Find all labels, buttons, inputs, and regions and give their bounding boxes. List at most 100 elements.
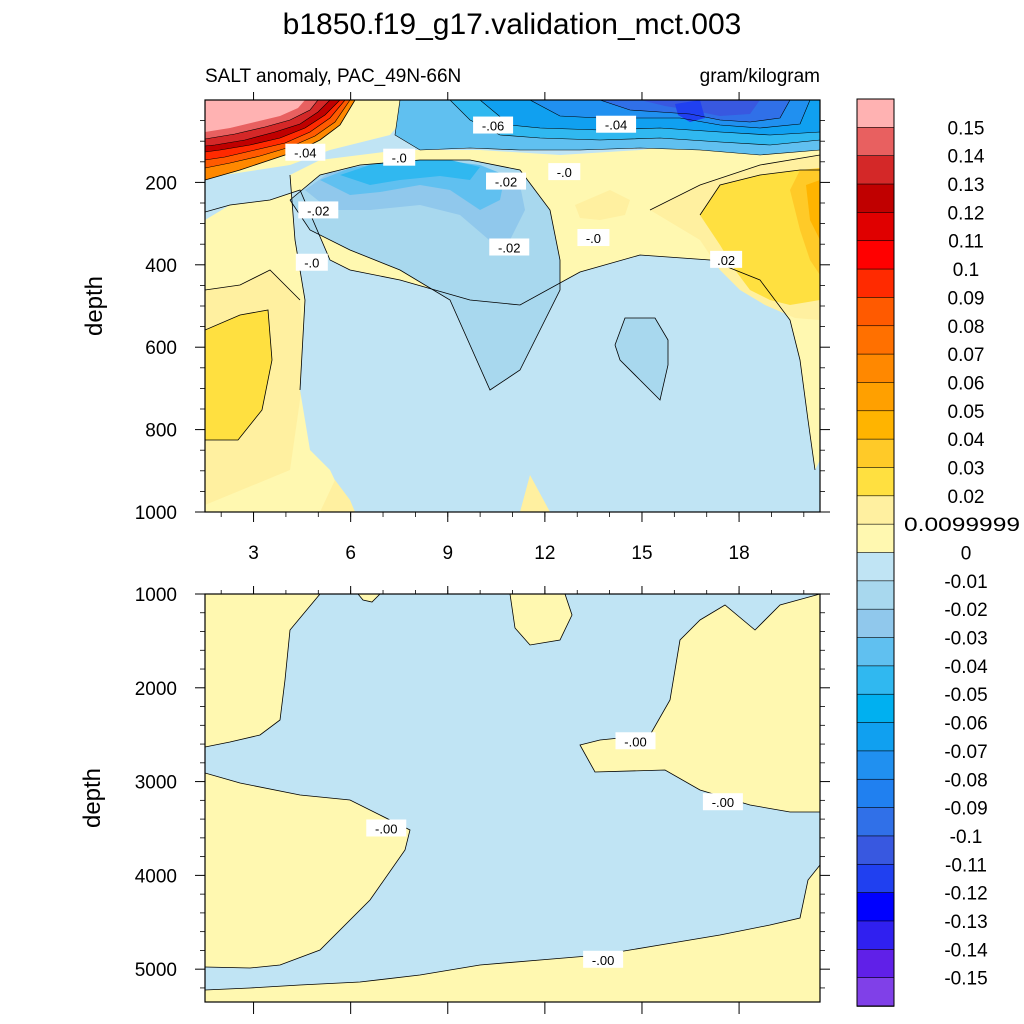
upper-ytick-label: 400	[145, 256, 177, 277]
lower-ytick-label: 5000	[135, 960, 177, 981]
colorbar-label: 0.13	[948, 175, 985, 196]
colorbar-swatch	[856, 835, 895, 866]
lower-ytick-label: 3000	[135, 773, 177, 794]
colorbar-label: -0.04	[944, 657, 988, 678]
colorbar-frame	[856, 98, 895, 1007]
region-bottom	[205, 865, 820, 1002]
colorbar-label: 0.02	[948, 487, 985, 508]
contour-label: -.04	[605, 118, 627, 133]
upper-xtick-label: 15	[631, 543, 652, 564]
panel-subtitle-left: SALT anomaly, PAC_49N-66N	[205, 66, 461, 87]
colorbar-swatch	[856, 750, 895, 781]
colorbar-label: -0.1	[950, 827, 983, 848]
colorbar-swatch	[856, 863, 895, 894]
colorbar: 0.15 0.14 0.13 0.12 0.11 0.1 0.09 0.08 0.07 0.06 0…	[856, 98, 1020, 1007]
colorbar-swatch	[856, 212, 895, 242]
colorbar-label: 0.09	[948, 288, 985, 309]
contour-line-b3	[509, 594, 573, 646]
colorbar-label: 0.0099999	[904, 515, 1020, 536]
colorbar-swatch	[856, 778, 895, 809]
colorbar-label: 0.12	[948, 203, 985, 224]
upper-ylabel: depth	[81, 276, 108, 336]
contour-label: -.0	[557, 165, 572, 180]
colorbar-label: -0.09	[944, 799, 987, 820]
colorbar-swatch	[856, 920, 895, 951]
colorbar-label: -0.11	[945, 855, 987, 876]
contour-label-bg	[615, 732, 656, 750]
region-pos03-left	[205, 310, 272, 440]
contour-label-bg	[702, 793, 743, 811]
upper-ticks: 3 6 9 12 15 18 200 400 600 800 1000	[135, 92, 830, 564]
upper-contour-fills	[205, 100, 820, 512]
upper-xtick-label: 3	[248, 543, 259, 564]
colorbar-swatch	[856, 949, 895, 979]
colorbar-label: 0.14	[948, 147, 985, 168]
region-pos03-right	[700, 170, 820, 305]
colorbar-label: -0.12	[944, 884, 987, 905]
lower-ytick-label: 4000	[135, 866, 177, 887]
upper-xtick-label: 9	[442, 543, 453, 564]
upper-contour-labels: -.04 -.0 -.06 -.04 -.02 -.0 -.02 -.0 -.02 -.0 .02	[285, 115, 743, 271]
region-right-top	[580, 594, 820, 812]
upper-xtick-label: 18	[729, 543, 750, 564]
colorbar-label: -0.01	[944, 572, 987, 593]
lower-ytick-label: 1000	[135, 585, 177, 606]
contour-line-4	[205, 269, 301, 301]
contour-label-bg	[596, 115, 637, 133]
contour-label-bg	[366, 819, 407, 837]
contour-label: -.02	[495, 175, 517, 190]
lower-contour-labels: -.00 -.00 -.00 -.00	[366, 732, 743, 968]
colorbar-swatch	[856, 183, 895, 214]
colorbar-swatch	[856, 892, 895, 922]
colorbar-label: 0.1	[953, 260, 979, 281]
colorbar-label: -0.14	[944, 940, 988, 961]
colorbar-swatch	[856, 98, 895, 129]
contour-line-18	[529, 100, 811, 129]
colorbar-label: -0.02	[944, 600, 987, 621]
contour-label: -.0	[586, 231, 601, 246]
region-neg02-blob	[615, 318, 668, 400]
colorbar-label: 0.11	[948, 232, 984, 253]
region-pos03-bottom2	[520, 475, 550, 512]
contour-line-5	[205, 309, 273, 441]
colorbar-swatch	[856, 297, 895, 327]
contour-label-bg	[489, 238, 530, 256]
contour-line-7	[699, 169, 820, 216]
colorbar-swatch	[856, 807, 895, 837]
colorbar-label: 0.03	[948, 458, 985, 479]
region-top-small2	[510, 594, 572, 645]
colorbar-swatch	[856, 523, 895, 554]
colorbar-label: -0.15	[944, 969, 987, 990]
colorbar-label: 0.07	[948, 345, 985, 366]
contour-label: -.00	[624, 734, 646, 749]
lower-ylabel: depth	[79, 768, 106, 828]
colorbar-swatch	[856, 382, 895, 412]
upper-ytick-label: 800	[145, 421, 177, 442]
colorbar-label: 0.06	[948, 373, 985, 394]
colorbar-swatch	[856, 580, 895, 610]
contour-label-bg	[285, 143, 326, 161]
contour-label-bg	[486, 172, 527, 190]
contour-label-bg	[583, 950, 624, 968]
contour-line-b6	[357, 594, 381, 603]
contour-label: -.00	[592, 953, 614, 968]
colorbar-swatch	[856, 608, 895, 639]
contour-line-b2	[205, 772, 411, 969]
contour-label-bg	[548, 163, 581, 181]
colorbar-swatch	[856, 410, 895, 440]
colorbar-swatch	[856, 353, 895, 384]
contour-line-11	[205, 100, 346, 161]
contour-label: -.04	[294, 146, 316, 161]
colorbar-swatch	[856, 637, 895, 667]
contour-label: -.00	[375, 821, 397, 836]
upper-ytick-label: 1000	[135, 503, 177, 524]
region-pinkmax	[205, 100, 305, 132]
contour-line-19	[599, 100, 791, 123]
region-neg05	[340, 160, 480, 185]
contour-line-15	[394, 100, 820, 156]
contour-label: -.02	[307, 203, 329, 218]
lower-panel: 1000 2000 3000 4000 5000 -.00 -.00 -.00 -.00 de…	[79, 585, 830, 1014]
colorbar-label: -0.03	[944, 629, 987, 650]
colorbar-label: -0.07	[944, 742, 987, 763]
colorbar-label: 0.05	[948, 402, 985, 423]
